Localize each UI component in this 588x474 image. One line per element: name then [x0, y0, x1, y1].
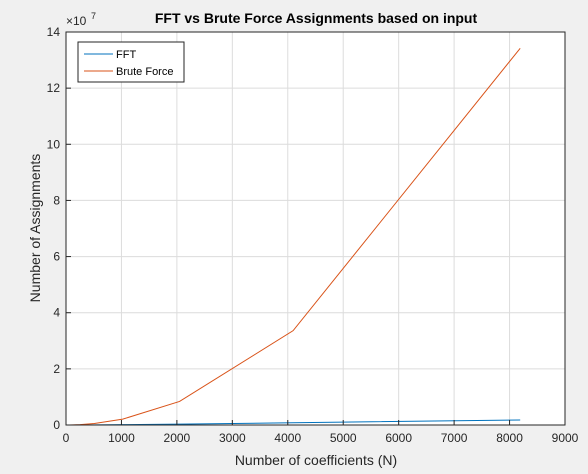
y-tick-label: 6	[53, 250, 60, 264]
x-axis-label: Number of coefficients (N)	[235, 452, 397, 468]
y-axis-label: Number of Assignments	[27, 154, 43, 303]
legend[interactable]: FFT Brute Force	[77, 41, 185, 83]
y-tick-label: 10	[47, 137, 61, 151]
legend-label-fft: FFT	[116, 49, 136, 61]
y-tick-label: 2	[53, 362, 60, 376]
legend-box	[77, 41, 185, 83]
x-tick-label: 0	[63, 431, 70, 445]
y-exponent-base: ×10	[66, 14, 87, 28]
x-tick-label: 5000	[330, 431, 357, 445]
y-axis-ticks: 0 2 4 6 8 10 12 14	[47, 25, 71, 432]
x-tick-label: 1000	[108, 431, 135, 445]
x-tick-label: 2000	[164, 431, 191, 445]
x-tick-label: 4000	[274, 431, 301, 445]
y-tick-label: 0	[53, 418, 60, 432]
x-tick-label: 9000	[552, 431, 579, 445]
y-tick-label: 4	[53, 306, 60, 320]
y-exponent-power: 7	[91, 11, 96, 21]
plot-border	[65, 31, 566, 426]
y-tick-label: 12	[47, 81, 61, 95]
x-tick-label: 8000	[496, 431, 523, 445]
x-tick-label: 7000	[441, 431, 468, 445]
chart-title: FFT vs Brute Force Assignments based on …	[155, 10, 478, 26]
x-tick-label: 6000	[385, 431, 412, 445]
grid	[66, 32, 565, 425]
y-exponent: ×10 7	[66, 11, 96, 28]
x-axis-ticks: 0 1000 2000 3000 4000 5000 6000 7000 8000 9000	[63, 420, 579, 445]
y-tick-label: 8	[53, 193, 60, 207]
legend-label-brute-force: Brute Force	[116, 66, 173, 78]
y-tick-label: 14	[47, 25, 61, 39]
x-tick-label: 3000	[219, 431, 246, 445]
plot-area[interactable]	[66, 32, 565, 425]
